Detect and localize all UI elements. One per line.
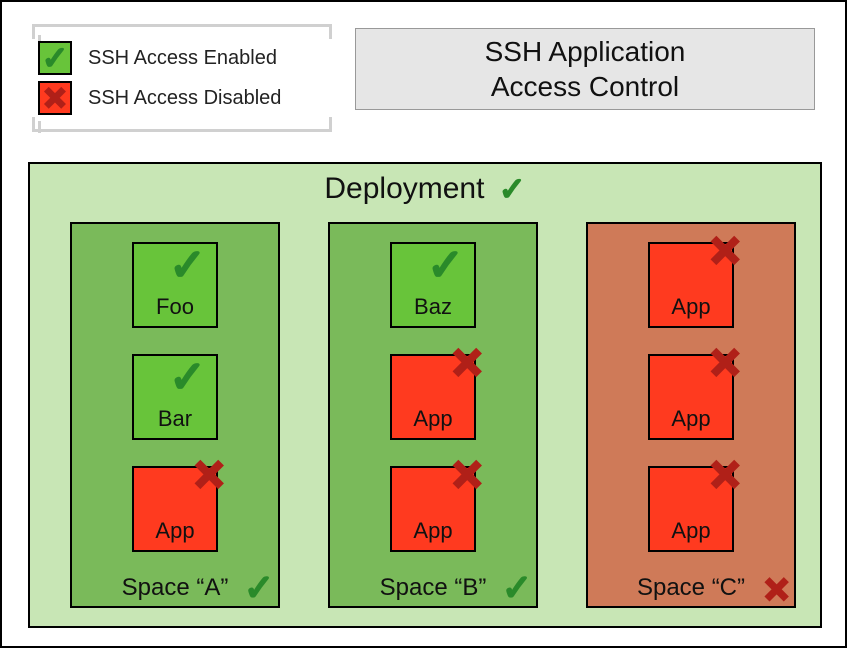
- check-icon: [502, 570, 532, 606]
- title-text: SSH Application Access Control: [485, 34, 686, 104]
- x-icon: [763, 574, 790, 606]
- x-icon: [450, 456, 484, 496]
- x-icon: [450, 344, 484, 384]
- legend-enabled-box: [38, 41, 72, 75]
- legend-disabled-box: [38, 81, 72, 115]
- check-icon: [169, 356, 206, 400]
- app-label: Baz: [414, 294, 452, 320]
- x-icon: [43, 82, 66, 115]
- deployment-title: Deployment: [30, 170, 820, 208]
- legend-disabled-label: SSH Access Disabled: [88, 87, 281, 110]
- deployment-label: Deployment: [324, 172, 484, 205]
- spaces-row: Foo Bar App Space “A”: [70, 222, 796, 608]
- app-label: App: [671, 294, 710, 320]
- app-box: Foo: [132, 242, 218, 328]
- space-a: Foo Bar App Space “A”: [70, 222, 280, 608]
- legend-row-disabled: SSH Access Disabled: [38, 81, 326, 115]
- x-icon: [708, 344, 742, 384]
- legend: SSH Access Enabled SSH Access Disabled: [32, 24, 332, 132]
- legend-row-enabled: SSH Access Enabled: [38, 41, 326, 75]
- app-label: Bar: [158, 406, 192, 432]
- app-box: App: [648, 354, 734, 440]
- diagram-frame: SSH Access Enabled SSH Access Disabled S…: [0, 0, 847, 648]
- x-icon: [708, 232, 742, 272]
- check-icon: [427, 244, 464, 288]
- app-box: App: [390, 354, 476, 440]
- legend-enabled-label: SSH Access Enabled: [88, 47, 277, 70]
- check-icon: [499, 170, 526, 208]
- title-line1: SSH Application: [485, 36, 686, 67]
- app-box: Bar: [132, 354, 218, 440]
- app-label: App: [671, 518, 710, 544]
- space-b: Baz App App Space “B”: [328, 222, 538, 608]
- app-label: App: [413, 518, 452, 544]
- x-icon: [708, 456, 742, 496]
- app-box: Baz: [390, 242, 476, 328]
- app-label: App: [671, 406, 710, 432]
- space-c: App App App Space “C”: [586, 222, 796, 608]
- app-box: App: [390, 466, 476, 552]
- app-label: App: [413, 406, 452, 432]
- check-icon: [169, 244, 206, 288]
- app-box: App: [132, 466, 218, 552]
- check-icon: [244, 570, 274, 606]
- app-label: App: [155, 518, 194, 544]
- deployment-box: Deployment Foo Bar App: [28, 162, 822, 628]
- app-box: App: [648, 466, 734, 552]
- check-icon: [42, 39, 69, 77]
- title-line2: Access Control: [491, 71, 679, 102]
- x-icon: [192, 456, 226, 496]
- app-label: Foo: [156, 294, 194, 320]
- title-box: SSH Application Access Control: [355, 28, 815, 110]
- app-box: App: [648, 242, 734, 328]
